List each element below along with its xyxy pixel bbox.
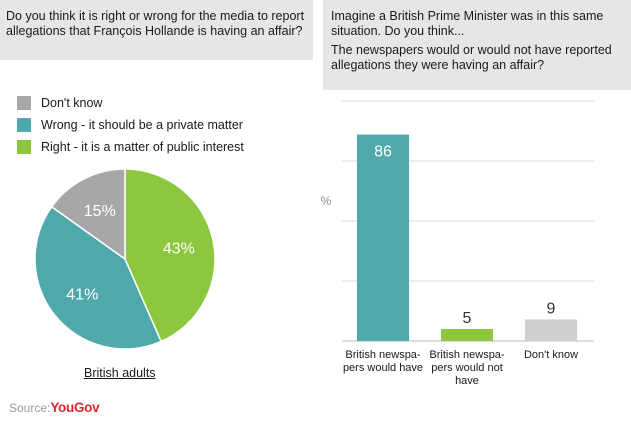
legend-label-right: Right - it is a matter of public interes… bbox=[41, 140, 244, 154]
y-axis-label: % bbox=[321, 194, 332, 208]
source-credit: Source:YouGov bbox=[9, 400, 100, 415]
legend-swatch-grey bbox=[17, 96, 31, 110]
legend-label-wrong: Wrong - it should be a private matter bbox=[41, 118, 243, 132]
right-question-line-1: Imagine a British Prime Minister was in … bbox=[331, 9, 604, 38]
right-question-line-2: The newspapers would or would not have r… bbox=[331, 43, 612, 72]
pie-value-label-2: 43% bbox=[163, 241, 195, 258]
bar-0 bbox=[357, 134, 409, 341]
pie-caption: British adults bbox=[84, 366, 156, 380]
source-label: Source: bbox=[9, 401, 51, 415]
category-label-2-0: Don't know bbox=[524, 349, 578, 361]
legend-item-dont-know: Don't know bbox=[17, 92, 244, 114]
bar-value-label-0: 86 bbox=[374, 144, 392, 161]
pie-value-label-1: 41% bbox=[66, 287, 98, 304]
legend-item-wrong: Wrong - it should be a private matter bbox=[17, 114, 244, 136]
bar-1 bbox=[441, 329, 493, 341]
pie-slice-2 bbox=[124, 168, 216, 343]
category-label-0-0: British newspa- bbox=[345, 349, 421, 361]
pie-legend: Don't know Wrong - it should be a privat… bbox=[17, 92, 244, 158]
bar-2 bbox=[525, 319, 577, 341]
category-label-1-1: pers would not bbox=[431, 362, 503, 374]
right-question: Imagine a British Prime Minister was in … bbox=[323, 0, 631, 90]
category-label-0-1: pers would have bbox=[343, 362, 423, 374]
category-label-1-2: have bbox=[455, 375, 479, 387]
legend-item-right: Right - it is a matter of public interes… bbox=[17, 136, 244, 158]
pie-slice-1 bbox=[34, 205, 163, 350]
bar-value-label-2: 9 bbox=[547, 300, 556, 317]
pie-value-label-0: 15% bbox=[84, 203, 116, 220]
legend-label-dont-know: Don't know bbox=[41, 96, 103, 110]
legend-swatch-teal bbox=[17, 118, 31, 132]
category-label-1-0: British newspa- bbox=[429, 349, 505, 361]
pie-slice-0 bbox=[50, 168, 126, 261]
legend-swatch-green bbox=[17, 140, 31, 154]
yougov-logo: YouGov bbox=[50, 400, 100, 415]
left-question: Do you think it is right or wrong for th… bbox=[0, 0, 313, 60]
bar-value-label-1: 5 bbox=[463, 310, 472, 327]
